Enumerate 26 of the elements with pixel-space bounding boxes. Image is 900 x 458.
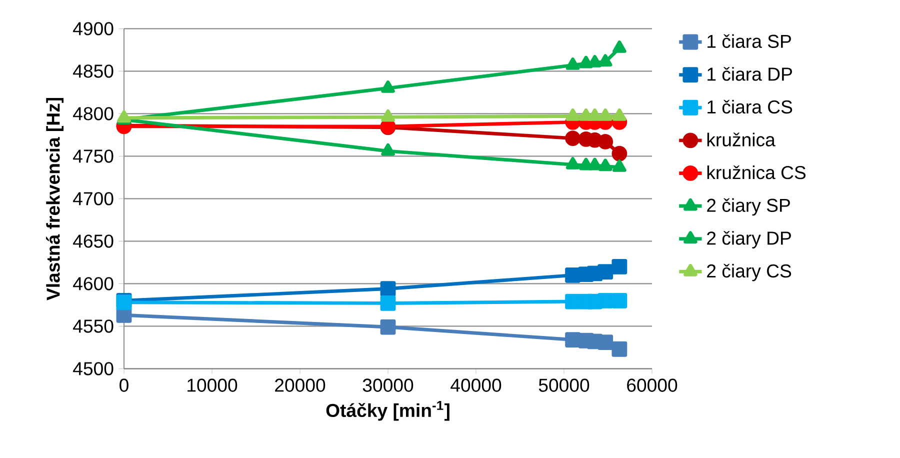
y-tick-label: 4900 [73,22,114,36]
legend-label: 1 čiara DP [708,67,792,81]
y-tick-label: 4650 [73,234,114,248]
y-tick-label: 4850 [73,64,114,78]
x-tick-label: 0 [120,378,128,392]
legend-label: 1 čiara SP [708,34,791,48]
y-tick-label: 4700 [73,192,114,206]
x-tick-label: 30000 [362,378,414,392]
legend-label: 2 čiary DP [707,231,791,248]
x-tick-label: 60000 [627,378,678,392]
legend-label: 1 čiara CS [708,100,792,114]
x-tick-label: 50000 [538,378,590,392]
legend-label: kružnica CS [707,165,806,180]
x-tick-label: 40000 [450,378,502,392]
y-tick-label: 4500 [73,362,114,376]
x-tick-label: 20000 [275,378,326,392]
legend-label: kružnica [707,132,776,146]
y-tick-label: 4750 [73,150,114,163]
x-tick-label: 10000 [188,378,238,392]
x-axis-title: Otáčky [min$^{-1}$] [326,400,450,421]
legend-label: 2 čiary CS [707,264,792,282]
y-tick-label: 4600 [73,277,114,290]
y-tick-label: 4550 [73,320,114,333]
y-axis-title: Vlastná frekvencia [Hz] [46,98,64,300]
legend-label: 2 čiary SP [707,198,790,216]
y-tick-label: 4800 [73,107,114,120]
